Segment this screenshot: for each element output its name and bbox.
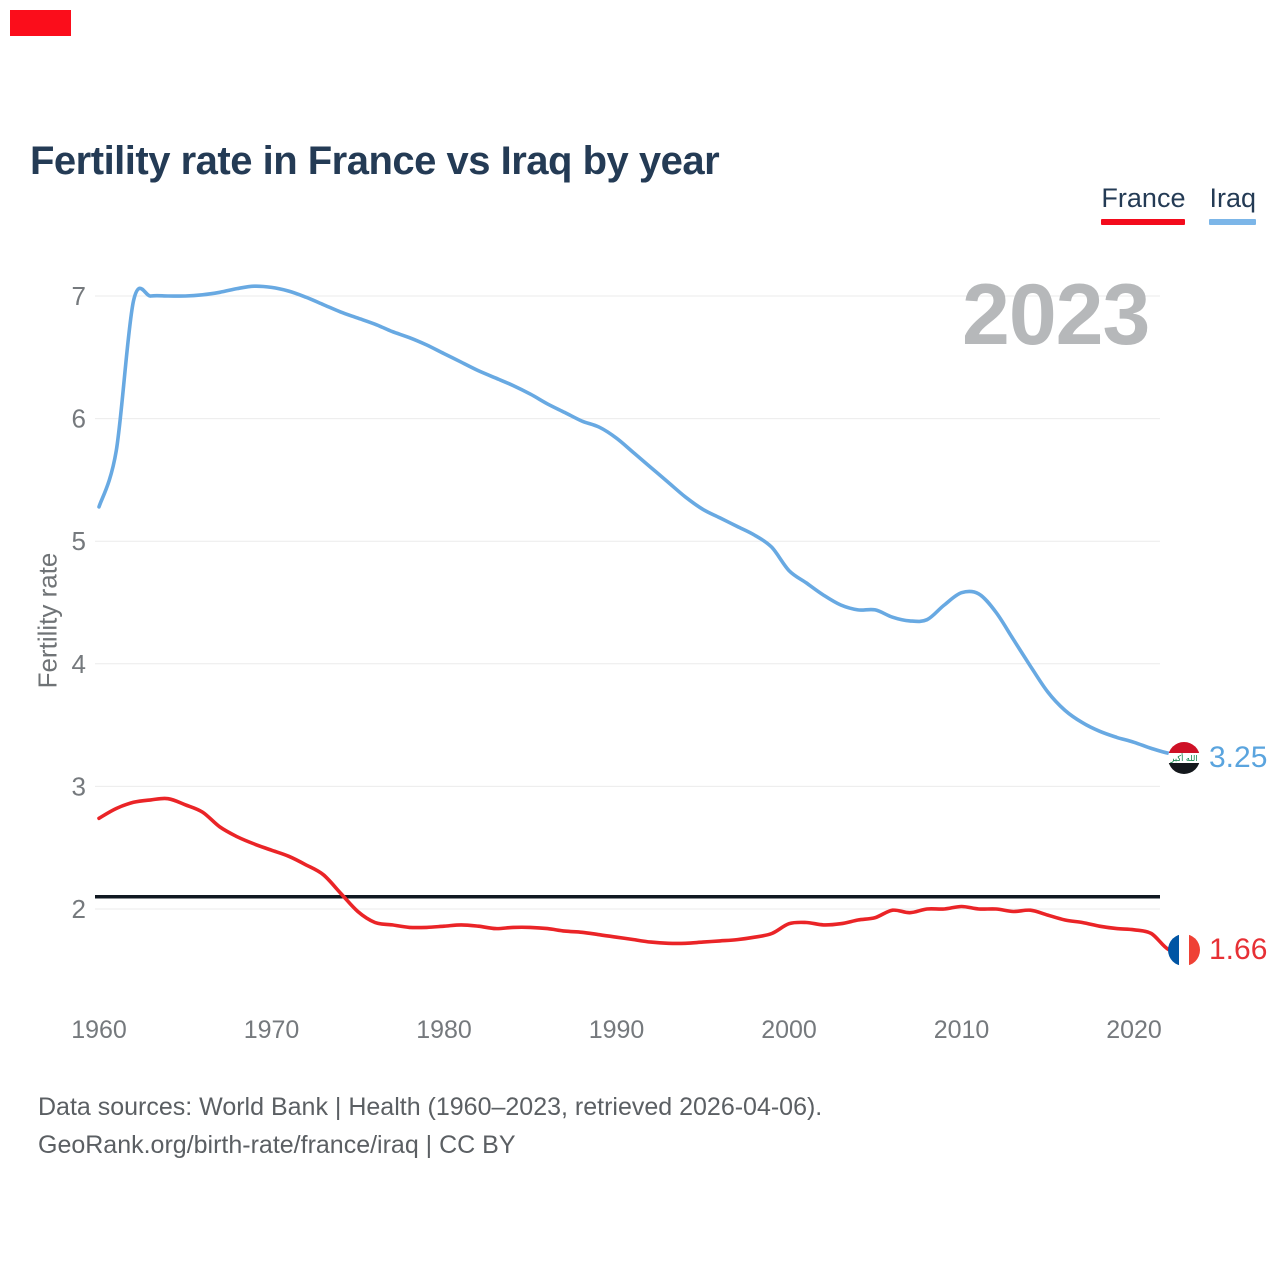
page-title: Fertility rate in France vs Iraq by year xyxy=(30,138,720,183)
fertility-chart: 2 3 4 5 6 7 1960 1970 1980 1990 2000 2010 2020 xyxy=(71,281,1188,1044)
x-tick-1960: 1960 xyxy=(71,1016,127,1044)
y-tick-6: 6 xyxy=(72,404,86,434)
y-tick-3: 3 xyxy=(72,771,86,801)
legend-item-iraq[interactable]: Iraq xyxy=(1209,183,1256,225)
y-tick-4: 4 xyxy=(72,649,86,679)
x-tick-2020: 2020 xyxy=(1106,1016,1162,1044)
y-tick-5: 5 xyxy=(72,526,86,556)
x-tick-1990: 1990 xyxy=(589,1016,645,1044)
chart-legend: France Iraq xyxy=(1101,183,1256,225)
france-flag-icon xyxy=(1168,934,1200,966)
y-tick-2: 2 xyxy=(72,894,86,924)
svg-text:الله أكبر: الله أكبر xyxy=(1170,753,1198,763)
y-tick-7: 7 xyxy=(72,281,86,311)
france-end-value: 1.66 xyxy=(1209,933,1268,966)
legend-label-iraq: Iraq xyxy=(1209,183,1256,213)
end-label-iraq: الله أكبر 3.25 xyxy=(1168,741,1267,775)
legend-color-bar-france xyxy=(1101,219,1186,225)
year-watermark: 2023 xyxy=(962,267,1150,363)
source-attribution: Data sources: World Bank | Health (1960–… xyxy=(38,1088,822,1164)
x-tick-2000: 2000 xyxy=(761,1016,817,1044)
iraq-end-value: 3.25 xyxy=(1209,741,1268,774)
end-label-france: 1.66 xyxy=(1168,933,1267,967)
recording-indicator xyxy=(10,10,71,36)
iraq-flag-icon: الله أكبر xyxy=(1168,742,1200,774)
x-tick-1980: 1980 xyxy=(416,1016,472,1044)
legend-item-france[interactable]: France xyxy=(1101,183,1186,225)
x-tick-2010: 2010 xyxy=(934,1016,990,1044)
legend-color-bar-iraq xyxy=(1209,219,1256,225)
series-line-france xyxy=(97,796,1188,953)
source-line-1: Data sources: World Bank | Health (1960–… xyxy=(38,1093,823,1121)
x-tick-1970: 1970 xyxy=(244,1016,300,1044)
series-line-iraq xyxy=(97,284,1188,758)
legend-label-france: France xyxy=(1101,183,1186,213)
source-line-2: GeoRank.org/birth-rate/france/iraq | CC … xyxy=(38,1131,516,1159)
